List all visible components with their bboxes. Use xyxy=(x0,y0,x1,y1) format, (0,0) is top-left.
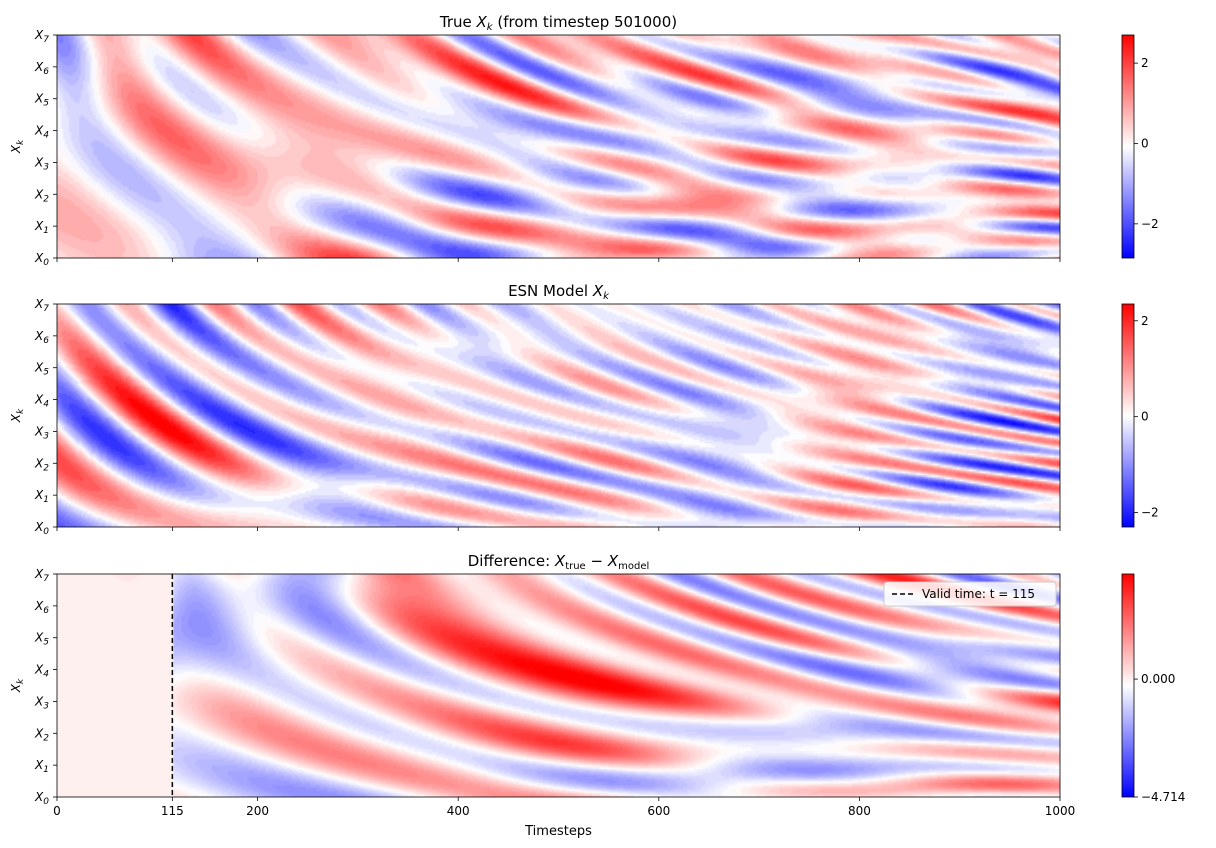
y-tick-label: X3 xyxy=(34,424,49,441)
y-tick-label: X4 xyxy=(34,393,49,410)
y-tick-label: X6 xyxy=(34,599,49,616)
y-tick-label: X1 xyxy=(34,488,49,505)
y-tick-label: X3 xyxy=(34,155,49,172)
x-tick-label: 800 xyxy=(848,804,871,818)
panel-title: Difference: Xtrue − Xmodel xyxy=(468,552,650,572)
colorbar-tick-label: −4.714 xyxy=(1141,790,1185,804)
heatmap-field xyxy=(57,574,1060,797)
colorbar-tick-label: −2 xyxy=(1141,217,1159,231)
y-tick-label: X6 xyxy=(34,60,49,77)
y-tick-label: X2 xyxy=(34,456,49,473)
y-tick-label: X2 xyxy=(34,726,49,743)
legend-box xyxy=(883,581,1057,607)
plot-frame xyxy=(56,303,1061,528)
heatmap-field xyxy=(57,35,1060,258)
y-tick-label: X2 xyxy=(34,187,49,204)
colorbar-tick-label: 2 xyxy=(1141,314,1149,328)
y-tick-label: X0 xyxy=(34,790,49,807)
x-tick-label: 1000 xyxy=(1045,804,1076,818)
y-tick-label: X5 xyxy=(34,361,49,378)
heatmap-field xyxy=(57,304,1060,527)
y-tick-label: X7 xyxy=(34,297,49,314)
x-tick-label: 0 xyxy=(53,804,61,818)
x-tick-label: 600 xyxy=(647,804,670,818)
x-tick-label: 115 xyxy=(161,804,184,818)
y-tick-label: X3 xyxy=(34,694,49,711)
panel-title: ESN Model Xk xyxy=(508,282,610,302)
colorbar xyxy=(1121,34,1135,259)
colorbar-tick-label: 0 xyxy=(1141,410,1149,424)
x-tick-label: 200 xyxy=(246,804,269,818)
plot-frame xyxy=(56,34,1061,259)
legend-label: Valid time: t = 115 xyxy=(922,587,1035,601)
y-tick-label: X5 xyxy=(34,631,49,648)
panel-2: ESN Model Xk X0 X1 X2 X3 X4 X5 X6 X7 Xk −2 0 2 xyxy=(9,282,1159,537)
y-tick-label: X0 xyxy=(34,520,49,537)
panel-1: True Xk (from timestep 501000) X0 X1 X2 X3 X4… xyxy=(9,13,1159,268)
colorbar-tick-label: −2 xyxy=(1141,506,1159,520)
y-tick-label: X0 xyxy=(34,251,49,268)
y-tick-label: X7 xyxy=(34,28,49,45)
y-tick-label: X4 xyxy=(34,663,49,680)
y-tick-label: X5 xyxy=(34,92,49,109)
y-tick-label: X6 xyxy=(34,329,49,346)
y-axis-label: Xk xyxy=(9,678,26,693)
y-tick-label: X1 xyxy=(34,758,49,775)
x-tick-label: 400 xyxy=(447,804,470,818)
y-axis-label: Xk xyxy=(9,139,26,154)
colorbar-tick-label: 0.000 xyxy=(1141,672,1175,686)
colorbar xyxy=(1121,303,1135,528)
y-axis-label: Xk xyxy=(9,408,26,423)
colorbar xyxy=(1121,573,1135,798)
legend: Valid time: t = 115 xyxy=(883,581,1057,607)
colorbar-tick-label: 0 xyxy=(1141,136,1149,150)
colorbar-tick-label: 2 xyxy=(1141,56,1149,70)
y-tick-label: X1 xyxy=(34,219,49,236)
x-axis-label: Timesteps xyxy=(524,824,592,839)
panel-title: True Xk (from timestep 501000) xyxy=(439,13,677,33)
y-tick-label: X4 xyxy=(34,124,49,141)
y-tick-label: X7 xyxy=(34,567,49,584)
panel-3: Difference: Xtrue − Xmodel X0 X1 X2 X3 X4 X5 X6… xyxy=(9,552,1185,839)
plot-frame xyxy=(56,573,1061,798)
